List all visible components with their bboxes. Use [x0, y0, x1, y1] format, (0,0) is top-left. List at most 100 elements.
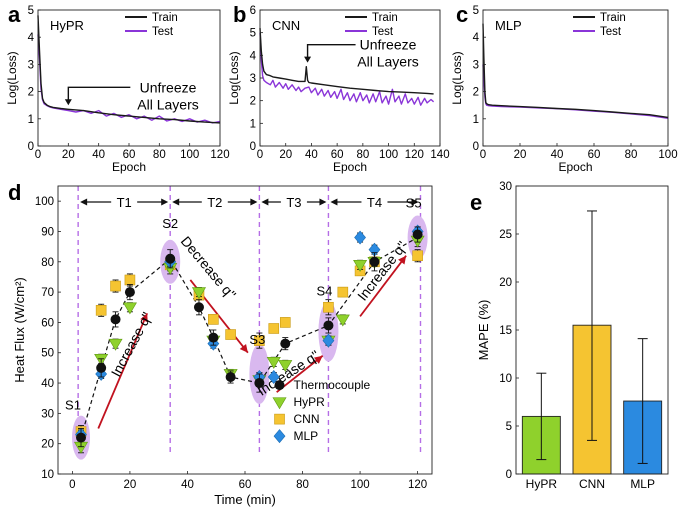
- b-ytick-label: 4: [250, 50, 257, 62]
- d-ytick-label: 70: [41, 287, 54, 299]
- series-line-train: [37, 15, 221, 124]
- panel-title: MLP: [495, 18, 522, 33]
- d-xtick-label: 40: [181, 479, 194, 491]
- marker-cnn: [208, 314, 219, 325]
- marker-mlp: [354, 230, 366, 245]
- marker-thermocouple: [193, 302, 204, 313]
- state-label: S5: [406, 196, 422, 211]
- d-ytick-label: 40: [41, 378, 54, 390]
- a-ytick-label: 1: [28, 114, 34, 126]
- marker-mlp: [267, 370, 280, 384]
- b-xtick-label: 80: [356, 149, 369, 161]
- marker-thermocouple: [76, 432, 87, 443]
- phase-label-bg: [361, 193, 388, 210]
- d-ytick-label: 30: [41, 408, 54, 420]
- trend-arrow-head: [140, 313, 148, 323]
- panel-letter-b: b: [233, 2, 246, 27]
- marker-cnn: [254, 335, 265, 346]
- marker-hypr: [353, 260, 368, 272]
- trend-label: Decrease q'': [178, 233, 240, 302]
- c-ytick-label: 5: [473, 5, 479, 17]
- legend-label: CNN: [294, 412, 320, 426]
- b-ytick-label: 0: [250, 141, 256, 153]
- annotation-arrow-head: [64, 99, 72, 106]
- a-xtick-label: 0: [35, 149, 41, 161]
- d-xtick-label: 20: [124, 479, 137, 491]
- e-ytick-label: 0: [506, 469, 512, 481]
- b-xtick-label: 140: [430, 149, 449, 161]
- marker-thermocouple: [124, 287, 135, 298]
- phase-arrow-head: [250, 198, 258, 206]
- marker-cnn: [225, 329, 236, 340]
- marker-hypr: [335, 314, 350, 327]
- d-ytick-label: 20: [41, 439, 54, 451]
- annotation-text: All Layers: [137, 96, 198, 112]
- a-xtick-label: 80: [153, 149, 166, 161]
- legend-label: Train: [152, 12, 178, 24]
- y-axis-label: Log(Loss): [450, 51, 464, 104]
- series-line-train: [259, 28, 434, 95]
- state-label: S3: [249, 332, 265, 347]
- category-label: MLP: [630, 477, 655, 491]
- d-ytick-label: 90: [41, 226, 54, 238]
- legend-marker: [273, 429, 286, 444]
- marker-hypr: [266, 357, 281, 369]
- d-ytick-label: 50: [41, 348, 54, 360]
- b-xtick-label: 100: [379, 149, 398, 161]
- phase-label: T2: [207, 195, 222, 210]
- a-ytick-label: 3: [28, 59, 34, 71]
- marker-cnn: [337, 286, 349, 298]
- legend-marker: [274, 413, 285, 425]
- marker-thermocouple: [280, 338, 291, 349]
- marker-thermocouple: [254, 378, 265, 389]
- y-axis-label: MAPE (%): [476, 300, 491, 361]
- marker-cnn: [268, 323, 280, 334]
- panel-letter-d: d: [8, 180, 21, 205]
- d-ytick-label: 80: [41, 257, 54, 269]
- state-label: S4: [316, 284, 332, 299]
- y-axis-label: Log(Loss): [5, 51, 19, 104]
- phase-arrow-head: [80, 198, 88, 206]
- e-ytick-label: 5: [506, 421, 512, 433]
- phase-arrow-head: [319, 198, 327, 206]
- d-axes-frame: [57, 185, 433, 475]
- x-axis-label: Epoch: [333, 160, 367, 174]
- legend-label: HyPR: [294, 395, 326, 409]
- state-label: S2: [162, 216, 178, 231]
- annotation-arrow-line: [67, 86, 131, 104]
- a-xtick-label: 100: [180, 149, 199, 161]
- marker-thermocouple: [412, 229, 423, 240]
- y-axis-label: Log(Loss): [227, 51, 241, 104]
- e-ytick-label: 30: [499, 181, 512, 193]
- c-ytick-label: 4: [473, 32, 480, 44]
- marker-hypr: [108, 338, 123, 351]
- x-axis-label: Epoch: [112, 160, 146, 174]
- phase-arrow-head: [172, 198, 180, 206]
- marker-thermocouple: [96, 362, 107, 373]
- a-ytick-label: 0: [28, 141, 34, 153]
- c-ytick-label: 2: [473, 87, 479, 99]
- legend-label: Test: [600, 26, 622, 38]
- e-ytick-label: 20: [499, 277, 512, 289]
- legend-marker: [272, 397, 287, 410]
- e-ytick-label: 10: [499, 373, 512, 385]
- trend-arrow-line: [97, 312, 149, 429]
- c-axes-frame: [482, 9, 669, 147]
- state-label: S1: [65, 398, 81, 413]
- d-xtick-label: 80: [296, 479, 309, 491]
- y-axis-label: Heat Flux (W/cm²): [12, 277, 27, 382]
- e-ytick-label: 25: [499, 229, 512, 241]
- panel-title: CNN: [272, 18, 300, 33]
- c-xtick-label: 80: [625, 149, 638, 161]
- marker-hypr: [191, 287, 206, 300]
- legend-label: Train: [600, 12, 626, 24]
- d-xtick-label: 0: [69, 479, 75, 491]
- marker-cnn: [95, 304, 107, 316]
- phase-arrow-head: [161, 198, 169, 206]
- a-ytick-label: 4: [28, 32, 35, 44]
- phase-label: T4: [367, 195, 382, 210]
- b-xtick-label: 40: [305, 149, 318, 161]
- c-ytick-label: 3: [473, 59, 479, 71]
- phase-arrow-head: [261, 198, 269, 206]
